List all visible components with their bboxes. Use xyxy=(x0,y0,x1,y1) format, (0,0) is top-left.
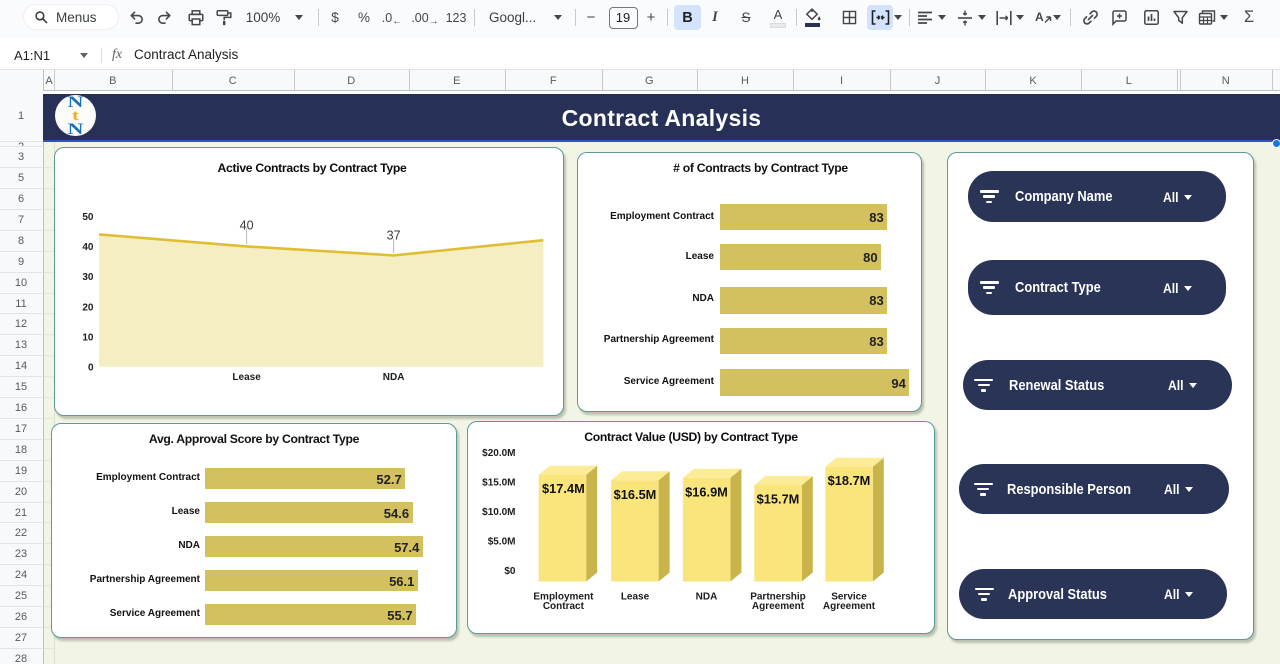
svg-text:$15.0M: $15.0M xyxy=(482,477,515,488)
svg-text:37: 37 xyxy=(387,229,401,243)
svg-text:Service: Service xyxy=(831,592,867,603)
svg-text:Lease: Lease xyxy=(621,592,650,603)
svg-text:$15.7M: $15.7M xyxy=(757,492,800,507)
svg-text:NDA: NDA xyxy=(696,592,718,603)
svg-text:$5.0M: $5.0M xyxy=(488,536,516,547)
svg-text:40: 40 xyxy=(240,219,254,233)
svg-text:$16.9M: $16.9M xyxy=(685,485,728,500)
svg-text:NDA: NDA xyxy=(383,372,405,383)
svg-text:50: 50 xyxy=(82,212,94,223)
svg-text:20: 20 xyxy=(82,302,94,313)
svg-text:A: A xyxy=(1035,10,1044,24)
svg-text:Employment: Employment xyxy=(533,592,594,603)
svg-text:Agreement: Agreement xyxy=(823,601,876,612)
svg-text:Contract Value (USD) by Contra: Contract Value (USD) by Contract Type xyxy=(584,430,798,444)
svg-text:$16.5M: $16.5M xyxy=(614,487,657,502)
svg-text:$18.7M: $18.7M xyxy=(828,473,871,488)
svg-text:Active Contracts by Contract T: Active Contracts by Contract Type xyxy=(218,161,408,175)
svg-text:Contract: Contract xyxy=(543,601,585,612)
svg-text:$0: $0 xyxy=(504,566,516,577)
svg-text:0: 0 xyxy=(88,363,94,374)
svg-text:40: 40 xyxy=(82,242,94,253)
svg-text:$20.0M: $20.0M xyxy=(482,448,515,459)
svg-text:$17.4M: $17.4M xyxy=(542,481,585,496)
svg-text:30: 30 xyxy=(82,272,94,283)
svg-text:Agreement: Agreement xyxy=(752,601,805,612)
svg-text:Lease: Lease xyxy=(232,372,261,383)
svg-text:10: 10 xyxy=(82,332,94,343)
svg-text:$10.0M: $10.0M xyxy=(482,507,515,518)
svg-text:Partnership: Partnership xyxy=(750,592,806,603)
